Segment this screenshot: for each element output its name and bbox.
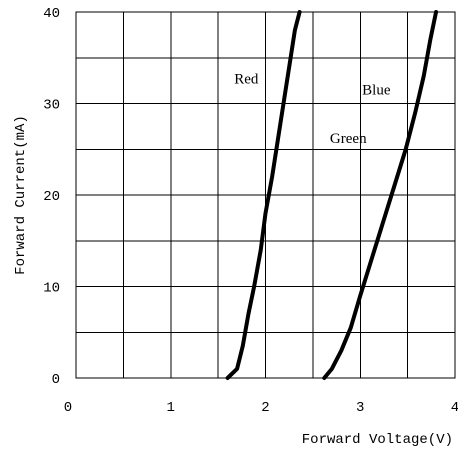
x-tick-label: 2 — [261, 400, 269, 416]
y-tick-label: 0 — [52, 372, 60, 388]
series-layer — [225, 10, 439, 380]
x-tick-label: 1 — [167, 400, 175, 416]
series-annotation-red: Red — [234, 71, 259, 87]
y-tick-label: 10 — [43, 281, 60, 297]
series-annotation-green: Green — [330, 131, 367, 147]
y-axis-label: Forward Current(mA) — [13, 115, 29, 275]
series-annotation-blue: Blue — [362, 82, 391, 98]
series-line-blue — [322, 10, 439, 380]
x-tick-label: 3 — [356, 400, 364, 416]
annotation-layer: Red Blue Green — [234, 71, 391, 146]
x-axis-label: Forward Voltage(V) — [302, 432, 453, 448]
y-tick-label: 40 — [43, 6, 60, 22]
x-tick-label: 0 — [64, 400, 72, 416]
x-tick-label: 4 — [451, 400, 458, 416]
y-tick-label: 20 — [43, 189, 60, 205]
y-tick-label: 30 — [43, 98, 60, 114]
series-line-red — [225, 10, 302, 380]
grid-layer — [76, 12, 455, 378]
plot-frame — [75, 11, 456, 379]
